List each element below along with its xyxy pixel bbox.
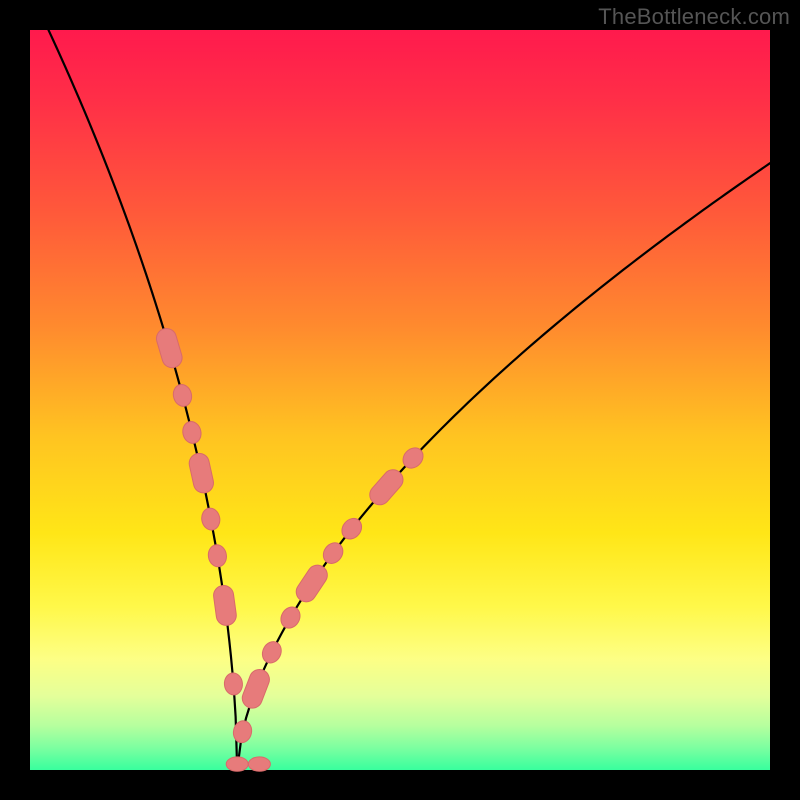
watermark-text: TheBottleneck.com	[598, 4, 790, 30]
bottleneck-chart	[0, 0, 800, 800]
chart-container: TheBottleneck.com	[0, 0, 800, 800]
data-marker	[226, 757, 248, 771]
data-marker	[248, 757, 270, 771]
plot-background	[30, 30, 770, 770]
